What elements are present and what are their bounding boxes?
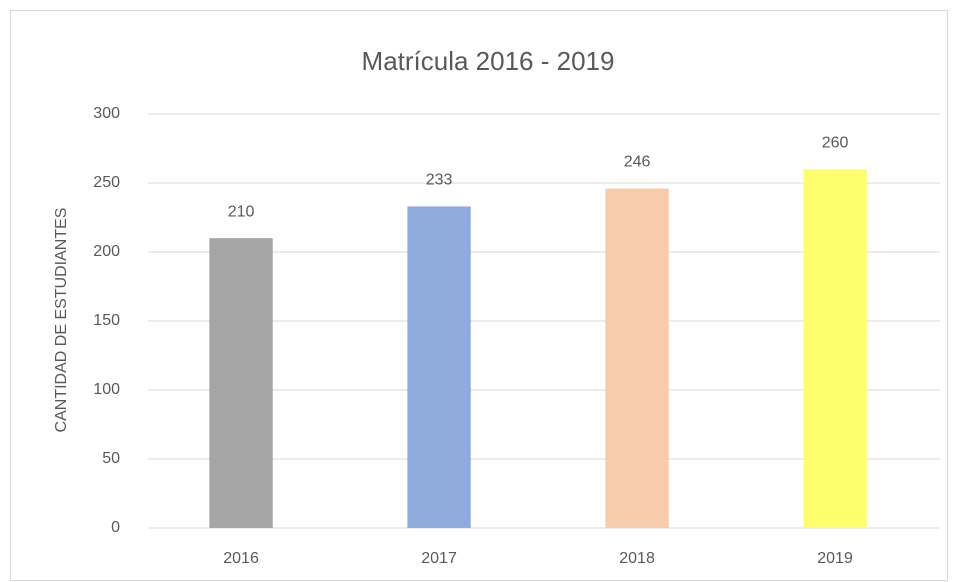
x-tick-label: 2018: [619, 550, 655, 567]
x-tick-label: 2017: [421, 550, 457, 567]
y-tick-label: 250: [93, 174, 120, 191]
y-tick-label: 150: [93, 312, 120, 329]
chart-title: Matrícula 2016 - 2019: [362, 46, 615, 76]
data-label: 260: [822, 134, 849, 151]
bar: [605, 188, 669, 528]
bar: [407, 206, 471, 528]
y-tick-label: 200: [93, 243, 120, 260]
x-tick-label: 2019: [817, 550, 853, 567]
y-tick-label: 100: [93, 381, 120, 398]
data-label: 233: [426, 172, 453, 189]
bar: [803, 169, 867, 528]
data-label: 210: [228, 203, 255, 220]
data-label: 246: [624, 154, 651, 171]
bar: [209, 238, 273, 528]
chart-border: [10, 10, 948, 581]
y-tick-label: 300: [93, 105, 120, 122]
x-tick-label: 2016: [223, 550, 259, 567]
y-axis-label: CANTIDAD DE ESTUDIANTES: [53, 208, 70, 433]
y-tick-label: 50: [102, 450, 120, 467]
y-tick-label: 0: [111, 519, 120, 536]
